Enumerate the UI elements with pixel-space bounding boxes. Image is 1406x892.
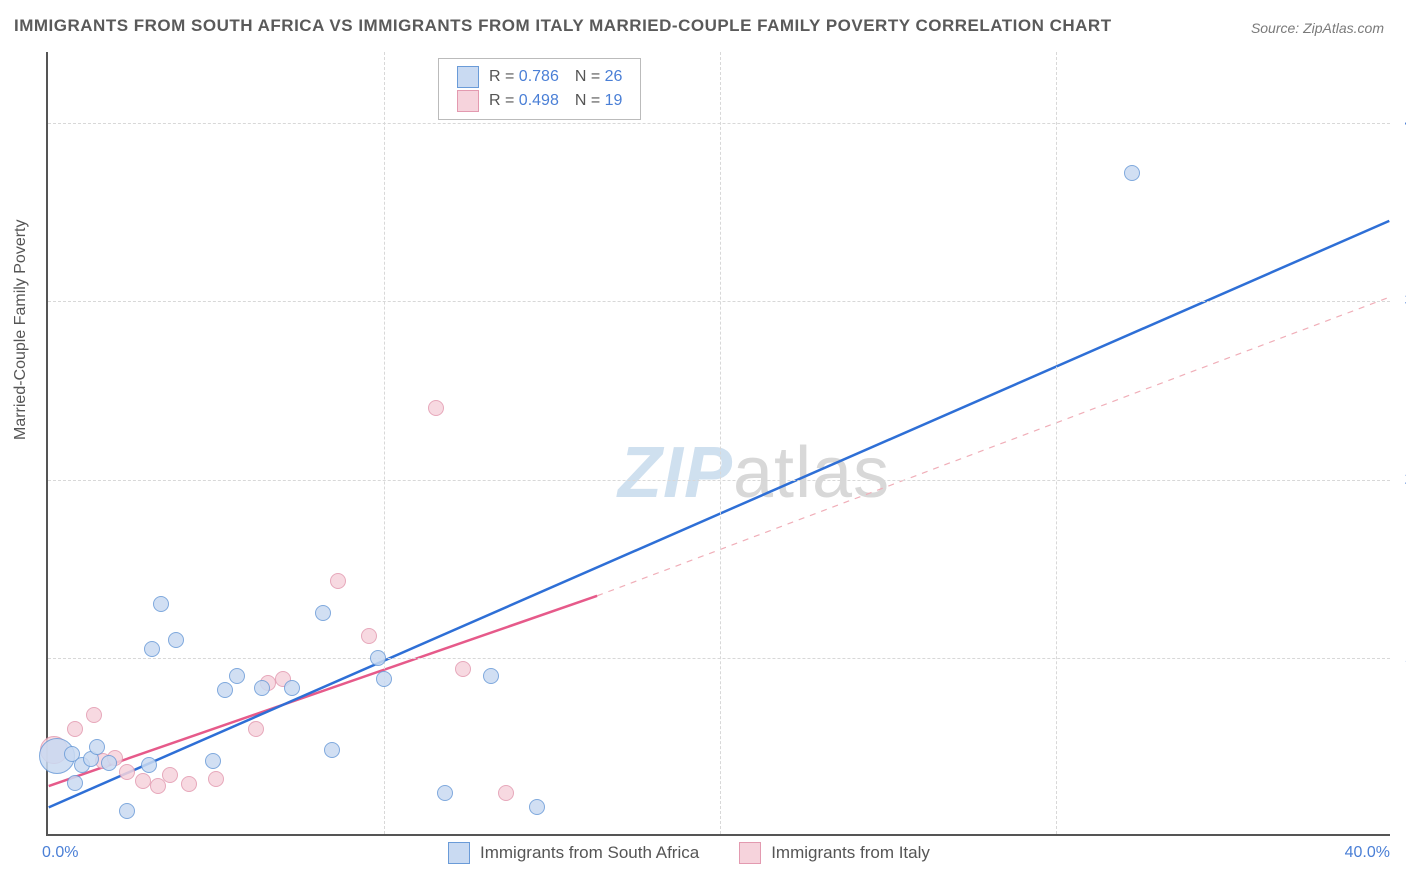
scatter-point-italy <box>208 771 224 787</box>
chart-title: IMMIGRANTS FROM SOUTH AFRICA VS IMMIGRAN… <box>14 16 1112 36</box>
scatter-point-italy <box>455 661 471 677</box>
scatter-point-south-africa <box>153 596 169 612</box>
regression-line <box>49 221 1390 808</box>
scatter-point-italy <box>361 628 377 644</box>
source-label: Source: ZipAtlas.com <box>1251 20 1384 36</box>
scatter-point-south-africa <box>254 680 270 696</box>
legend-swatch-icon <box>739 842 761 864</box>
y-axis-title: Married-Couple Family Poverty <box>12 219 30 440</box>
scatter-point-south-africa <box>437 785 453 801</box>
scatter-point-south-africa <box>141 757 157 773</box>
gridline-h <box>48 123 1390 124</box>
regression-line <box>597 297 1389 596</box>
scatter-point-italy <box>181 776 197 792</box>
gridline-h <box>48 301 1390 302</box>
regression-line <box>49 596 597 786</box>
scatter-point-italy <box>498 785 514 801</box>
scatter-point-italy <box>119 764 135 780</box>
scatter-point-italy <box>135 773 151 789</box>
scatter-point-south-africa <box>119 803 135 819</box>
scatter-point-south-africa <box>376 671 392 687</box>
scatter-point-south-africa <box>205 753 221 769</box>
gridline-v <box>720 52 721 834</box>
chart-plot-area: ZIPatlas R = 0.786N = 26R = 0.498N = 19 … <box>46 52 1390 836</box>
gridline-v <box>1056 52 1057 834</box>
scatter-point-south-africa <box>1124 165 1140 181</box>
legend-swatch-icon <box>448 842 470 864</box>
legend-series: Immigrants from South Africa Immigrants f… <box>448 842 930 864</box>
scatter-point-south-africa <box>370 650 386 666</box>
scatter-point-south-africa <box>144 641 160 657</box>
scatter-point-south-africa <box>284 680 300 696</box>
y-tick-label: 20.0% <box>1398 471 1406 489</box>
scatter-point-south-africa <box>324 742 340 758</box>
scatter-point-south-africa <box>229 668 245 684</box>
scatter-point-south-africa <box>315 605 331 621</box>
scatter-point-south-africa <box>529 799 545 815</box>
gridline-h <box>48 480 1390 481</box>
y-tick-label: 40.0% <box>1398 114 1406 132</box>
scatter-point-italy <box>248 721 264 737</box>
scatter-point-south-africa <box>168 632 184 648</box>
scatter-point-south-africa <box>89 739 105 755</box>
regression-lines-layer <box>48 52 1390 834</box>
scatter-point-italy <box>330 573 346 589</box>
y-tick-label: 10.0% <box>1398 649 1406 667</box>
scatter-point-south-africa <box>483 668 499 684</box>
legend-series-label: Immigrants from Italy <box>771 843 930 863</box>
scatter-point-south-africa <box>67 775 83 791</box>
legend-series-item: Immigrants from Italy <box>739 842 930 864</box>
scatter-point-italy <box>162 767 178 783</box>
gridline-h <box>48 658 1390 659</box>
scatter-point-south-africa <box>217 682 233 698</box>
scatter-point-south-africa <box>101 755 117 771</box>
y-tick-label: 30.0% <box>1398 292 1406 310</box>
x-tick-max: 40.0% <box>1345 844 1390 862</box>
scatter-point-italy <box>428 400 444 416</box>
legend-series-label: Immigrants from South Africa <box>480 843 699 863</box>
legend-series-item: Immigrants from South Africa <box>448 842 699 864</box>
scatter-point-italy <box>86 707 102 723</box>
x-tick-min: 0.0% <box>42 844 78 862</box>
gridline-v <box>384 52 385 834</box>
scatter-point-italy <box>67 721 83 737</box>
